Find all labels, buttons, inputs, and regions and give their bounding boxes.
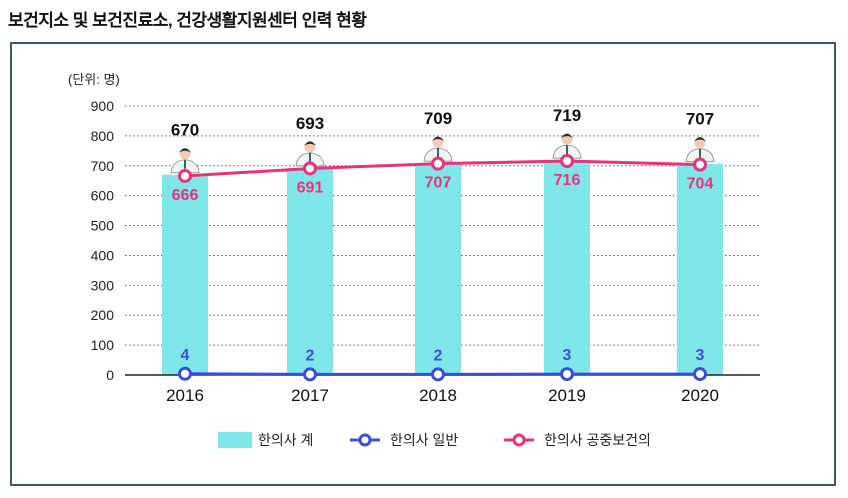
legend-swatch-marker (512, 433, 526, 447)
y-tick-label: 100 (91, 337, 115, 353)
unit-label: (단위: 명) (68, 72, 120, 87)
legend-label: 한의사 계 (258, 432, 313, 448)
y-tick-label: 500 (91, 218, 115, 234)
general-doctor-point (693, 367, 707, 382)
bar (415, 163, 461, 375)
public-health-doctor-point (431, 156, 445, 171)
public-health-doctor-data-label: 666 (172, 187, 199, 204)
legend-label: 한의사 공중보건의 (544, 432, 651, 448)
bar-total-label: 693 (296, 114, 324, 133)
legend-swatch-bar (218, 432, 252, 448)
y-tick-label: 0 (106, 367, 114, 383)
doctor-hair-icon (561, 133, 573, 139)
general-doctor-data-label: 2 (306, 347, 315, 364)
general-doctor-point (178, 366, 192, 381)
public-health-doctor-data-label: 704 (687, 176, 714, 193)
bar-total-label: 707 (686, 110, 714, 129)
general-doctor-data-label: 3 (563, 347, 572, 364)
public-health-doctor-point (560, 153, 574, 168)
bar (544, 160, 590, 375)
bar-total-label: 709 (424, 109, 452, 128)
y-tick-label: 700 (91, 158, 115, 174)
legend-swatch-marker (358, 433, 372, 447)
doctor-tie-icon (437, 148, 439, 158)
x-tick-label: 2017 (291, 386, 329, 405)
x-tick-label: 2016 (166, 386, 204, 405)
bar (677, 163, 723, 375)
y-tick-label: 200 (91, 307, 115, 323)
x-tick-label: 2020 (681, 386, 719, 405)
page-title: 보건지소 및 보건진료소, 건강생활지원센터 인력 현황 (8, 11, 367, 30)
public-health-doctor-data-label: 691 (297, 179, 324, 196)
y-tick-label: 400 (91, 247, 115, 263)
legend-label: 한의사 일반 (390, 432, 458, 448)
doctor-hair-icon (694, 137, 706, 142)
doctor-tie-icon (566, 145, 568, 155)
doctor-tie-icon (184, 159, 186, 169)
x-tick-label: 2019 (548, 386, 586, 405)
public-health-doctor-point (178, 168, 192, 183)
bar-total-label: 670 (171, 121, 199, 140)
doctor-hair-icon (432, 136, 444, 142)
bar (287, 167, 333, 375)
public-health-doctor-data-label: 707 (425, 175, 452, 192)
general-doctor-point (560, 367, 574, 382)
general-doctor-data-label: 2 (434, 347, 443, 364)
doctor-hair-icon (179, 148, 191, 153)
bar (162, 174, 208, 375)
public-health-doctor-data-label: 716 (554, 172, 581, 189)
doctor-tie-icon (699, 148, 701, 158)
general-doctor-data-label: 4 (181, 347, 190, 364)
general-doctor-point (431, 367, 445, 382)
bar-total-label: 719 (553, 106, 581, 125)
public-health-doctor-point (693, 157, 707, 172)
public-health-doctor-point (303, 161, 317, 176)
general-doctor-data-label: 3 (696, 347, 705, 364)
doctor-tie-icon (309, 152, 311, 162)
y-tick-label: 800 (91, 128, 115, 144)
y-tick-label: 600 (91, 188, 115, 204)
doctor-hair-icon (304, 141, 316, 146)
chart-frame (10, 42, 836, 486)
y-tick-label: 900 (91, 98, 115, 114)
general-doctor-point (303, 367, 317, 382)
y-tick-label: 300 (91, 277, 115, 293)
x-tick-label: 2018 (419, 386, 457, 405)
